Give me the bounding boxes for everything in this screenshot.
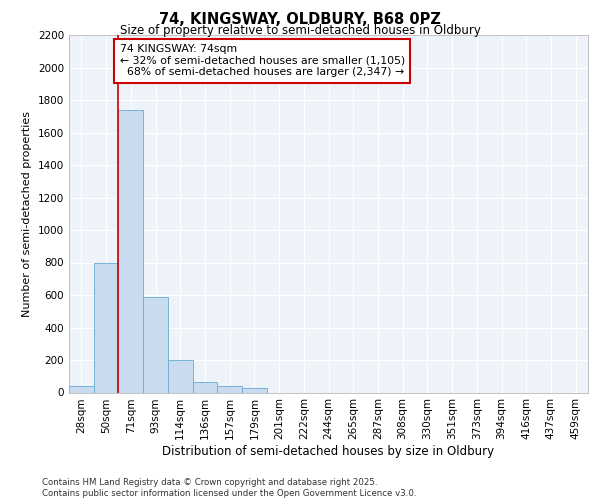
Bar xyxy=(69,386,94,392)
Bar xyxy=(118,110,143,393)
X-axis label: Distribution of semi-detached houses by size in Oldbury: Distribution of semi-detached houses by … xyxy=(163,445,494,458)
Y-axis label: Number of semi-detached properties: Number of semi-detached properties xyxy=(22,111,32,317)
Text: Contains HM Land Registry data © Crown copyright and database right 2025.
Contai: Contains HM Land Registry data © Crown c… xyxy=(42,478,416,498)
Text: 74 KINGSWAY: 74sqm
← 32% of semi-detached houses are smaller (1,105)
  68% of se: 74 KINGSWAY: 74sqm ← 32% of semi-detache… xyxy=(119,44,405,77)
Bar xyxy=(143,296,168,392)
Bar xyxy=(168,360,193,392)
Text: 74, KINGSWAY, OLDBURY, B68 0PZ: 74, KINGSWAY, OLDBURY, B68 0PZ xyxy=(159,12,441,28)
Bar xyxy=(193,382,217,392)
Bar xyxy=(242,388,267,392)
Bar xyxy=(94,262,118,392)
Bar xyxy=(217,386,242,392)
Text: Size of property relative to semi-detached houses in Oldbury: Size of property relative to semi-detach… xyxy=(119,24,481,37)
